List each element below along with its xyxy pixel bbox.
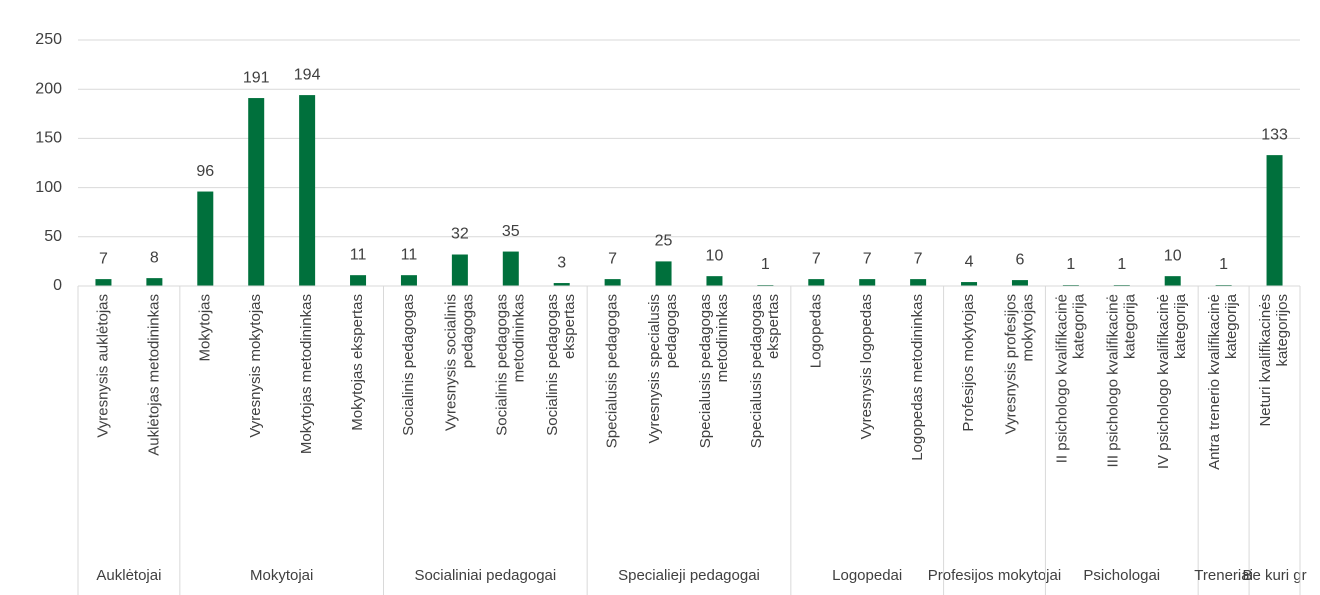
bar (350, 275, 367, 286)
bar (197, 191, 214, 286)
group-label: Treneriai (1194, 567, 1253, 584)
data-label: 7 (99, 250, 108, 267)
bar (655, 261, 672, 286)
data-label: 7 (608, 250, 617, 267)
y-tick-label: 150 (35, 130, 62, 147)
bar (859, 279, 876, 286)
x-tick-label: Vyresnysis specialusispedagogas (646, 294, 680, 444)
x-tick-label: Mokytojas metodininkas (298, 294, 315, 454)
x-tick-label: Vyresnysis socialinispedagogas (442, 294, 476, 431)
y-tick-label: 50 (44, 228, 62, 245)
data-label: 191 (243, 69, 270, 86)
x-tick-label: Vyresnysis profesijosmokytojas (1002, 294, 1036, 434)
x-tick-label: Specialusis pedagogasmetodininkas (697, 294, 731, 448)
x-tick-label: Logopedas (807, 294, 824, 368)
bar (451, 254, 468, 286)
bar (146, 278, 163, 286)
bar (1164, 276, 1181, 286)
data-label: 7 (914, 250, 923, 267)
x-tick-label: Vyresnysis logopedas (858, 294, 875, 439)
group-label: Logopedai (832, 567, 902, 584)
x-tick-label: Specialusis pedagogasekspertas (748, 294, 782, 448)
bar (299, 95, 316, 286)
data-label: 32 (451, 226, 469, 243)
group-label: Socialiniai pedagogai (414, 567, 556, 584)
x-tick-label: Vyresnysis auklėtojas (94, 294, 111, 438)
x-tick-label: Auklėtojas metodininkas (145, 294, 162, 456)
data-label: 8 (150, 249, 159, 266)
x-tick-label: Socialinis pedagogasmetodininkas (493, 294, 527, 436)
x-tick-label: Mokytojas (196, 294, 213, 362)
y-tick-label: 100 (35, 179, 62, 196)
bar (604, 279, 621, 286)
x-tick-label: Antra trenerio kvalifikacinėkategorija (1206, 293, 1240, 470)
data-label: 96 (196, 163, 214, 180)
group-label: Be kuri gr (1242, 567, 1306, 584)
group-label: Auklėtojai (96, 567, 161, 584)
bar (910, 279, 927, 286)
data-label: 133 (1261, 126, 1288, 143)
x-tick-label: Specialusis pedagogas (604, 294, 621, 448)
bar (961, 282, 978, 286)
data-label: 4 (965, 253, 974, 270)
x-tick-label: II psichologo kvalifikacinėkategorija (1053, 293, 1087, 463)
data-label: 6 (1016, 251, 1025, 268)
data-label: 1 (1066, 256, 1075, 273)
data-label: 1 (761, 256, 770, 273)
bar (400, 275, 417, 286)
bar (808, 279, 825, 286)
data-label: 7 (863, 250, 872, 267)
bar (95, 279, 112, 286)
x-tick-label: Socialinis pedagogasekspertas (544, 294, 578, 436)
bar (553, 283, 570, 286)
data-label: 3 (557, 254, 566, 271)
x-tick-label: Profesijos mokytojas (960, 294, 977, 432)
x-tick-label: Vyresnysis mokytojas (247, 294, 264, 438)
bar (248, 98, 265, 286)
bar (1011, 280, 1028, 286)
x-tick-label: Socialinis pedagogas (400, 294, 417, 436)
data-label: 11 (350, 246, 367, 263)
x-tick-label: IV psichologo kvalifikacinėkategorija (1155, 293, 1189, 469)
data-label: 10 (1164, 247, 1182, 264)
data-label: 194 (294, 66, 321, 83)
data-label: 10 (706, 247, 724, 264)
y-tick-label: 250 (35, 31, 62, 48)
bar (1266, 155, 1283, 286)
group-label: Profesijos mokytojai (928, 567, 1061, 584)
data-label: 11 (401, 246, 418, 263)
group-label: Specialieji pedagogai (618, 567, 760, 584)
x-tick-label: Neturi kvalifikacinėskategorijos (1257, 294, 1291, 427)
bar (502, 251, 519, 286)
x-tick-label: Logopedas metodininkas (909, 294, 926, 461)
data-label: 7 (812, 250, 821, 267)
bar (706, 276, 723, 286)
y-tick-label: 0 (53, 277, 62, 294)
data-label: 1 (1117, 256, 1126, 273)
data-label: 35 (502, 223, 520, 240)
group-label: Mokytojai (250, 567, 313, 584)
data-label: 25 (655, 233, 673, 250)
data-label: 1 (1219, 256, 1228, 273)
x-tick-label: III psichologo kvalifikacinėkategorija (1104, 293, 1138, 467)
group-label: Psichologai (1083, 567, 1160, 584)
y-tick-label: 200 (35, 80, 62, 97)
x-tick-label: Mokytojas ekspertas (349, 294, 366, 431)
